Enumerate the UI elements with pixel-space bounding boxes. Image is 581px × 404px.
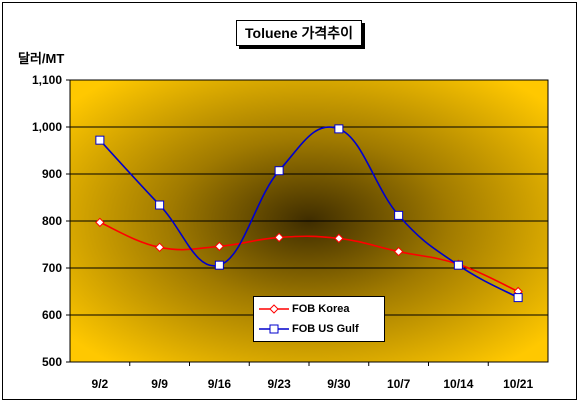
x-tick-label: 9/23 xyxy=(267,377,291,391)
legend-item-fob-korea: FOB Korea xyxy=(258,300,382,318)
y-tick-label: 500 xyxy=(42,355,62,369)
x-tick-label: 9/9 xyxy=(151,377,168,391)
x-tick-label: 9/2 xyxy=(92,377,109,391)
y-axis-label: 달러/MT xyxy=(18,51,65,66)
data-point-fob-korea xyxy=(334,233,344,244)
data-point-fob-us-gulf xyxy=(95,135,105,145)
data-point-fob-korea xyxy=(154,242,165,253)
legend-label-fob-us-gulf: FOB US Gulf xyxy=(292,323,359,335)
y-tick-label: 800 xyxy=(42,214,62,228)
data-point-fob-us-gulf xyxy=(155,200,165,210)
data-point-fob-us-gulf xyxy=(334,124,344,134)
data-point-fob-us-gulf xyxy=(453,260,463,270)
legend-marker-fob-korea xyxy=(259,304,289,314)
y-tick-label: 1,000 xyxy=(32,120,62,134)
y-tick-label: 700 xyxy=(42,261,62,275)
y-tick-label: 1,100 xyxy=(32,73,62,87)
x-tick-label: 10/21 xyxy=(503,377,533,391)
series-line-fob-us-gulf xyxy=(99,126,519,299)
data-point-fob-us-gulf xyxy=(214,260,224,270)
data-point-fob-korea xyxy=(214,241,225,252)
data-point-fob-korea xyxy=(393,246,404,257)
data-point-fob-korea xyxy=(274,232,284,243)
legend-item-fob-us-gulf: FOB US Gulf xyxy=(258,320,382,338)
y-axis-ticks: 500 600 700 800 900 1,000 1,100 xyxy=(32,73,62,369)
x-tick-label: 9/16 xyxy=(208,377,232,391)
legend-marker-fob-us-gulf xyxy=(259,324,289,334)
y-tick-label: 900 xyxy=(42,167,62,181)
legend-label-fob-korea: FOB Korea xyxy=(292,303,350,315)
data-point-fob-us-gulf xyxy=(274,166,284,176)
data-point-fob-us-gulf xyxy=(513,293,523,303)
data-point-fob-us-gulf xyxy=(394,210,404,220)
chart-title: Toluene 가격추이 xyxy=(236,20,363,46)
x-tick-label: 10/7 xyxy=(387,377,411,391)
data-point-fob-korea xyxy=(95,217,105,228)
y-tick-label: 600 xyxy=(42,308,62,322)
x-tick-label: 10/14 xyxy=(443,377,473,391)
series-markers xyxy=(95,124,523,303)
legend: FOB Korea FOB US Gulf xyxy=(253,296,385,342)
x-tick-label: 9/30 xyxy=(327,377,351,391)
x-axis-ticks: 9/2 9/9 9/16 9/23 9/30 10/7 10/14 10/21 xyxy=(92,362,533,391)
